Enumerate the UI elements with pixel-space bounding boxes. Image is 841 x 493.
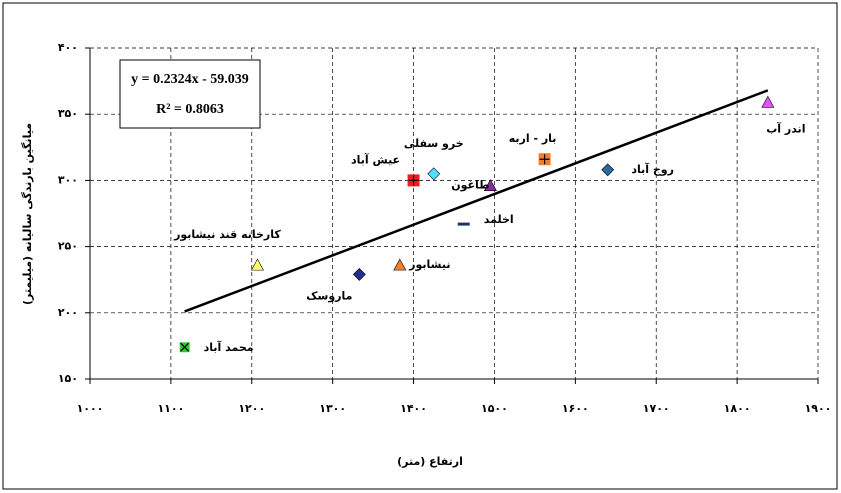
point bbox=[427, 167, 441, 181]
y-tick-label: ۲۰۰ bbox=[58, 306, 78, 319]
point-label: کارخانه قند نیشابور bbox=[173, 228, 281, 241]
point-label: اخلمد bbox=[484, 213, 514, 226]
marker-plus bbox=[539, 154, 550, 165]
point bbox=[179, 342, 190, 353]
x-tick-label: ۱۵۰۰ bbox=[481, 402, 508, 415]
point-label: نیشابور bbox=[408, 258, 450, 271]
point bbox=[761, 95, 775, 108]
y-tick-label: ۱۵۰ bbox=[58, 372, 78, 385]
marker-diamond bbox=[601, 163, 615, 177]
point-label: طاغون bbox=[451, 179, 489, 192]
point bbox=[457, 222, 470, 226]
y-tick-label: ۳۰۰ bbox=[58, 173, 78, 186]
marker-triangle bbox=[250, 258, 264, 271]
r-squared: R² = 0.8063 bbox=[156, 102, 224, 117]
y-tick-label: ۴۰۰ bbox=[58, 41, 78, 54]
point bbox=[601, 163, 615, 177]
point bbox=[483, 179, 497, 191]
equation-box bbox=[119, 59, 261, 129]
trendline bbox=[184, 89, 769, 313]
marker-diamond bbox=[352, 267, 366, 281]
marker-triangle bbox=[393, 258, 407, 271]
point bbox=[393, 258, 407, 271]
x-tick-label: ۱۳۰۰ bbox=[319, 402, 346, 415]
point bbox=[352, 267, 366, 281]
marker-triangle bbox=[761, 95, 775, 108]
point-label: ماروسک bbox=[306, 289, 352, 302]
x-tick-label: ۱۷۰۰ bbox=[643, 402, 670, 415]
marker-diamond bbox=[427, 167, 441, 181]
equation: y = 0.2324x - 59.039 bbox=[131, 72, 249, 87]
x-tick-label: ۱۱۰۰ bbox=[157, 402, 184, 415]
marker-plus bbox=[408, 175, 419, 186]
point-label: محمد آباد bbox=[204, 340, 254, 354]
point-label: خرو سفلی bbox=[404, 137, 464, 150]
marker-dash bbox=[457, 222, 470, 226]
marker-x bbox=[180, 342, 190, 352]
point bbox=[538, 153, 551, 166]
y-tick-label: ۲۵۰ bbox=[58, 240, 78, 253]
x-axis-label: ارتفاع (متر) bbox=[397, 455, 463, 468]
y-axis-label: میانگین بارندگی سالیانه (میلیمتر) bbox=[21, 123, 34, 305]
x-tick-label: ۱۴۰۰ bbox=[400, 402, 427, 415]
point bbox=[407, 174, 420, 187]
x-tick-label: ۱۰۰۰ bbox=[77, 402, 104, 415]
point-label: عیش آباد bbox=[351, 152, 400, 166]
point bbox=[250, 258, 264, 271]
x-tick-label: ۱۸۰۰ bbox=[724, 402, 751, 415]
x-tick-label: ۱۹۰۰ bbox=[805, 402, 832, 415]
x-tick-label: ۱۲۰۰ bbox=[238, 402, 265, 415]
point-label: اندر آب bbox=[766, 121, 805, 135]
point-label: بار - اربه bbox=[509, 132, 557, 145]
point-label: روج آباد bbox=[631, 162, 674, 177]
y-tick-label: ۳۵۰ bbox=[58, 107, 78, 120]
x-tick-label: ۱۶۰۰ bbox=[562, 402, 589, 415]
marker-triangle bbox=[483, 179, 497, 191]
